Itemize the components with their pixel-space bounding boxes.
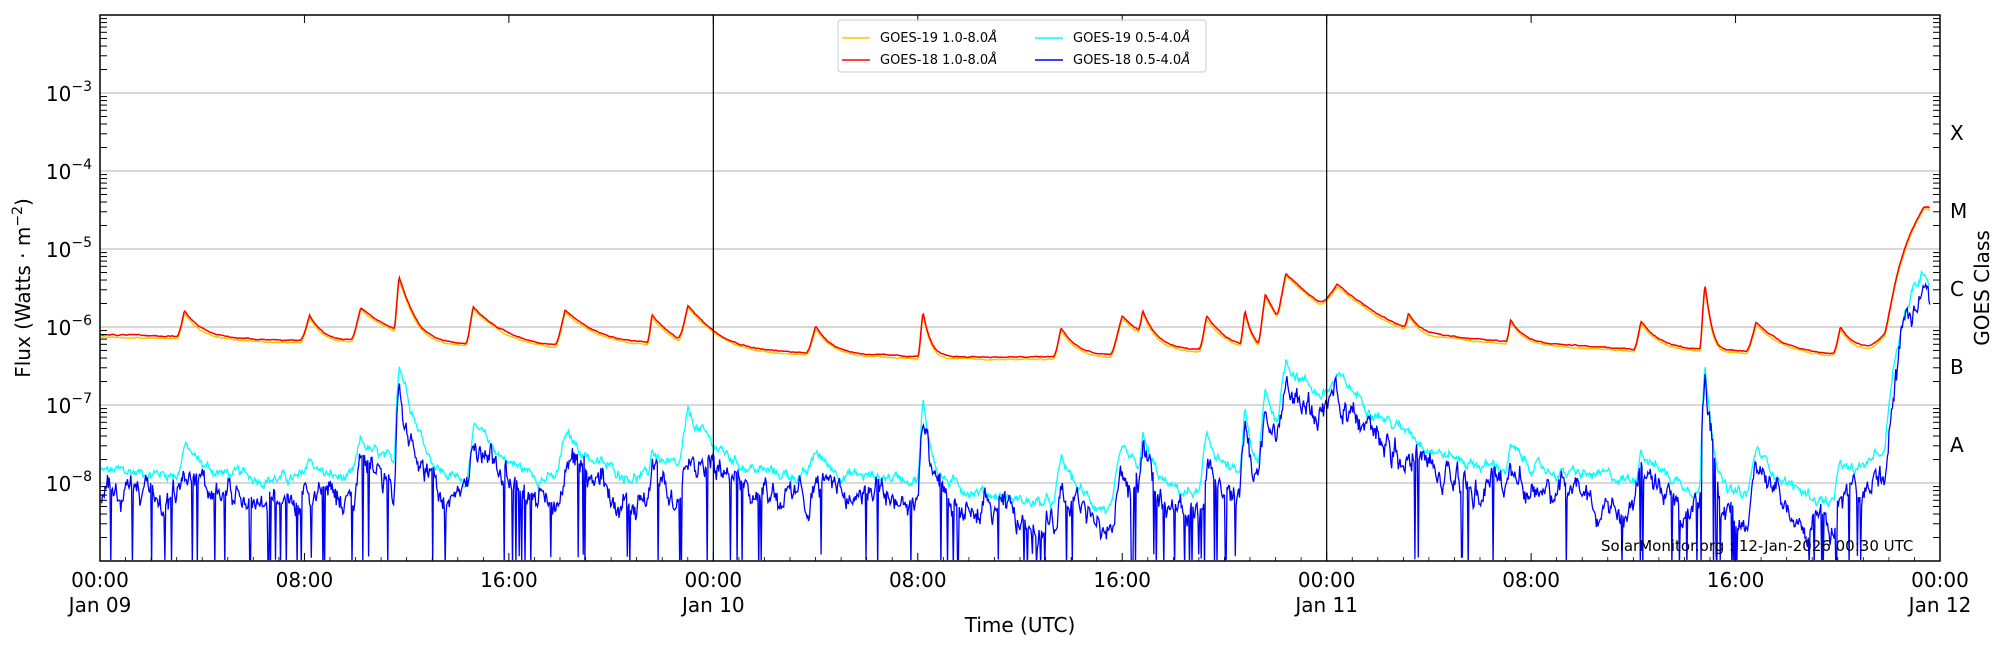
x-tick-label: 00:00: [1911, 568, 1969, 592]
y-axis-tick-labels: 10−3 10−4 10−5 10−6 10−7 10−8: [46, 79, 92, 496]
x-tick-label: 00:00: [685, 568, 743, 592]
x-tick-date-label: Jan 12: [1907, 593, 1972, 617]
legend-label-goes18-long: GOES-18 1.0-8.0Å: [880, 52, 997, 68]
y-axis-title: Flux (Watts · m−2): [10, 198, 35, 378]
goes-class-A: A: [1950, 433, 1964, 457]
legend-label-goes19-short: GOES-19 0.5-4.0Å: [1073, 30, 1190, 46]
x-tick-date-label: Jan 11: [1293, 593, 1358, 617]
legend-label-goes19-long: GOES-19 1.0-8.0Å: [880, 30, 997, 46]
right-axis-title: GOES Class: [1970, 230, 1994, 346]
goes-class-X: X: [1950, 121, 1964, 145]
y-tick-label: 10−8: [46, 469, 92, 496]
y-axis-title-close: ): [11, 198, 35, 206]
y-tick-label: 10−5: [46, 235, 92, 262]
series-goes18-short: [101, 281, 1931, 560]
x-tick-label: 08:00: [889, 568, 947, 592]
y-axis-title-exponent: −2: [10, 206, 26, 227]
y-tick-label: 10−4: [46, 157, 92, 184]
x-tick-label: 00:00: [1298, 568, 1356, 592]
data-traces: [101, 205, 1931, 560]
gridlines: [100, 92, 1940, 484]
goes-class-C: C: [1950, 277, 1964, 301]
x-tick-label: 16:00: [1093, 568, 1151, 592]
series-goes19-short: [101, 269, 1931, 515]
watermark-text: SolarMonitor.org : 12-Jan-2026 00:30 UTC: [1601, 537, 1913, 555]
legend-label-goes18-short: GOES-18 0.5-4.0Å: [1073, 52, 1190, 68]
x-tick-label: 08:00: [276, 568, 334, 592]
goes-class-B: B: [1950, 355, 1964, 379]
series-goes19-long: [101, 207, 1931, 361]
x-tick-date-label: Jan 09: [67, 593, 132, 617]
series-goes18-long: [101, 205, 1930, 359]
day-boundary-lines: [712, 15, 1328, 561]
y-tick-label: 10−6: [46, 313, 92, 340]
x-tick-label: 00:00: [71, 568, 129, 592]
legend-box: [837, 19, 1207, 73]
plot-frame: [99, 14, 1941, 562]
x-axis-title: Time (UTC): [964, 613, 1076, 637]
y-tick-label: 10−7: [46, 391, 92, 418]
goes-class-labels: X M C B A: [1950, 121, 1967, 457]
y-tick-label: 10−3: [46, 79, 92, 106]
goes-class-M: M: [1950, 199, 1967, 223]
x-tick-label: 16:00: [480, 568, 538, 592]
x-tick-date-label: Jan 10: [680, 593, 745, 617]
x-tick-label: 16:00: [1707, 568, 1765, 592]
y-axis-title-main: Flux (Watts · m: [11, 227, 35, 378]
axis-ticks: [99, 15, 1941, 561]
x-tick-label: 08:00: [1502, 568, 1560, 592]
legend: GOES-19 1.0-8.0Å GOES-18 1.0-8.0Å GOES-1…: [837, 19, 1207, 73]
